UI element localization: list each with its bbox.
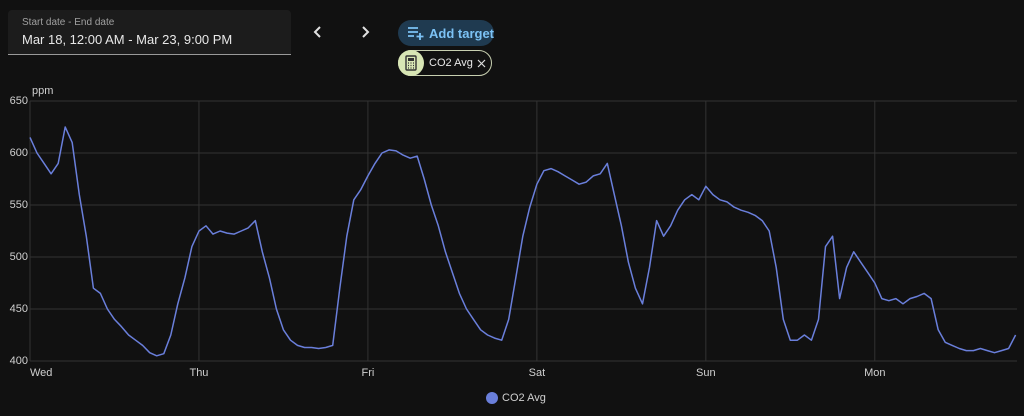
date-range-label: Start date - End date [22, 17, 115, 28]
y-tick-label: 650 [10, 95, 28, 107]
add-target-label: Add target [429, 26, 494, 41]
date-range-value: Mar 18, 12:00 AM - Mar 23, 9:00 PM [22, 32, 233, 47]
date-range-picker[interactable]: Start date - End date Mar 18, 12:00 AM -… [8, 10, 291, 55]
x-tick-label: Thu [189, 367, 208, 379]
calculator-icon [398, 50, 424, 76]
add-target-button[interactable]: Add target [398, 20, 494, 46]
target-chip[interactable]: CO2 Avg [398, 50, 492, 76]
line [29, 126, 1017, 357]
x-tick-label: Mon [864, 367, 885, 379]
target-chip-label: CO2 Avg [429, 57, 473, 69]
x-tick-label: Sat [529, 367, 546, 379]
remove-target[interactable] [477, 59, 486, 68]
y-tick-label: 450 [10, 303, 28, 315]
legend-marker [486, 392, 498, 404]
x-tick-label: Fri [362, 367, 375, 379]
x-tick-label: Wed [30, 367, 52, 379]
y-tick-label: 600 [10, 147, 28, 159]
y-tick-label: 400 [10, 355, 28, 367]
y-axis-label: ppm [32, 85, 53, 97]
previous-button[interactable] [308, 22, 328, 42]
x-tick-label: Sun [696, 367, 716, 379]
y-tick-label: 550 [10, 199, 28, 211]
y-tick-label: 500 [10, 251, 28, 263]
legend-label: CO2 Avg [502, 392, 546, 404]
add-icon [408, 27, 424, 40]
next-button[interactable] [355, 22, 375, 42]
